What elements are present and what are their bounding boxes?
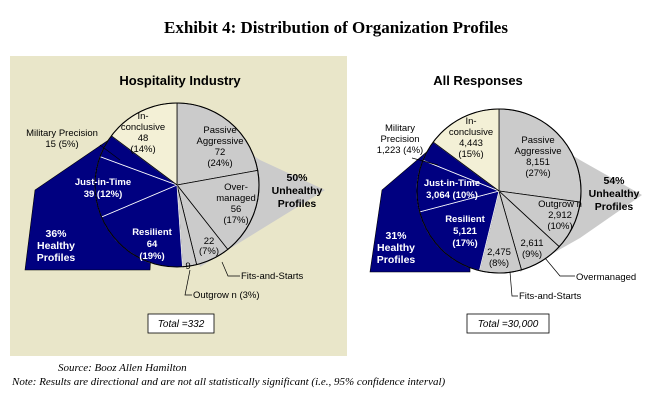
healthy-label: Healthy xyxy=(377,242,415,254)
slice-label: (24%) xyxy=(207,158,232,169)
unhealthy-label: Unhealthy xyxy=(589,188,640,200)
pie-outline xyxy=(94,102,260,268)
slice-label: (27%) xyxy=(525,168,550,179)
slice-label: (14%) xyxy=(130,144,155,155)
callout-label: 1,223 (4%) xyxy=(377,145,423,156)
slice-label: (17%) xyxy=(223,215,248,226)
callout-line xyxy=(184,269,192,296)
callout-label: 15 (5%) xyxy=(45,139,78,150)
slice-label: conclusive xyxy=(121,122,165,133)
slice-label: Just-in-Time xyxy=(424,178,480,189)
total-box xyxy=(466,313,550,334)
slice-label: 2,611 xyxy=(520,238,543,249)
healthy-label: 36% xyxy=(45,228,67,240)
slice-label: 64 xyxy=(147,239,158,250)
slice-label: (8%) xyxy=(489,258,509,269)
callout-line xyxy=(411,157,439,166)
slice-label: (9%) xyxy=(522,249,542,260)
pie-chart-1 xyxy=(24,102,325,271)
total-label: Total =332 xyxy=(158,319,205,330)
slice-label: (17%) xyxy=(452,238,477,249)
slice-label: 22 xyxy=(204,236,215,247)
unhealthy-label: Unhealthy xyxy=(272,185,323,197)
slice-label: (10%) xyxy=(547,221,572,232)
total-label: Total =30,000 xyxy=(478,319,539,330)
callout-label: Fits-and-Starts xyxy=(519,291,582,302)
slice-label: 9 xyxy=(185,261,190,272)
slice-label: 72 xyxy=(215,147,226,158)
slice-label: 48 xyxy=(138,133,149,144)
unhealthy-label: Profiles xyxy=(278,198,317,210)
healthy-label: 31% xyxy=(385,230,407,242)
callout-label: Overmanaged xyxy=(576,272,636,283)
slice-label: conclusive xyxy=(449,127,493,138)
pie-outline xyxy=(416,108,582,274)
callout-line xyxy=(544,257,575,277)
unhealthy-label: 54% xyxy=(603,175,625,187)
callout-label: Outgrow n (3%) xyxy=(193,290,260,301)
slice-label: managed xyxy=(216,193,256,204)
total-box xyxy=(147,313,215,334)
page-title: Exhibit 4: Distribution of Organization … xyxy=(164,18,508,37)
slice-label: Resilient xyxy=(445,214,485,225)
slice-label: In- xyxy=(137,111,148,122)
slice-label: In- xyxy=(465,116,476,127)
callout-label: Precision xyxy=(380,134,419,145)
callout-line xyxy=(99,144,121,161)
slice-label: Passive xyxy=(521,135,554,146)
slice-label: Aggressive xyxy=(197,136,244,147)
callout-label: Military Precision xyxy=(26,128,98,139)
callout-line xyxy=(509,271,518,297)
slice-label: Passive xyxy=(203,125,236,136)
chart-title: All Responses xyxy=(433,73,523,88)
slice-label: 5,121 xyxy=(453,226,477,237)
slice-label: 3,064 (10%) xyxy=(426,190,478,201)
callout-label: Fits-and-Starts xyxy=(241,271,304,282)
slice-label: 2,475 xyxy=(487,247,511,258)
slice-label: Over- xyxy=(224,182,248,193)
unhealthy-label: 50% xyxy=(286,172,308,184)
slice-label: 56 xyxy=(231,204,242,215)
healthy-label: Healthy xyxy=(37,240,75,252)
chart-title: Hospitality Industry xyxy=(119,73,241,88)
callout-label: Military xyxy=(385,123,415,134)
slice-label: Resilient xyxy=(132,227,172,238)
slice-label: 8,151 xyxy=(526,157,550,168)
source-note: Source: Booz Allen Hamilton xyxy=(58,362,187,374)
slice-label: Just-in-Time xyxy=(75,177,131,188)
slice-label: (15%) xyxy=(458,149,483,160)
slice-label: (19%) xyxy=(139,251,164,262)
healthy-label: Profiles xyxy=(377,254,416,266)
healthy-label: Profiles xyxy=(37,252,76,264)
slice-label: (7%) xyxy=(199,246,219,257)
slice-label: 39 (12%) xyxy=(84,189,123,200)
slice-label: 2,912 xyxy=(548,210,572,221)
pie-chart-2 xyxy=(369,108,642,274)
unhealthy-label: Profiles xyxy=(595,201,634,213)
slice-label: Aggressive xyxy=(515,146,562,157)
slice-label: 4,443 xyxy=(459,138,483,149)
slice-label: Outgrow n xyxy=(538,199,582,210)
footnote: Note: Results are directional and are no… xyxy=(12,376,446,388)
callout-line xyxy=(221,261,240,277)
